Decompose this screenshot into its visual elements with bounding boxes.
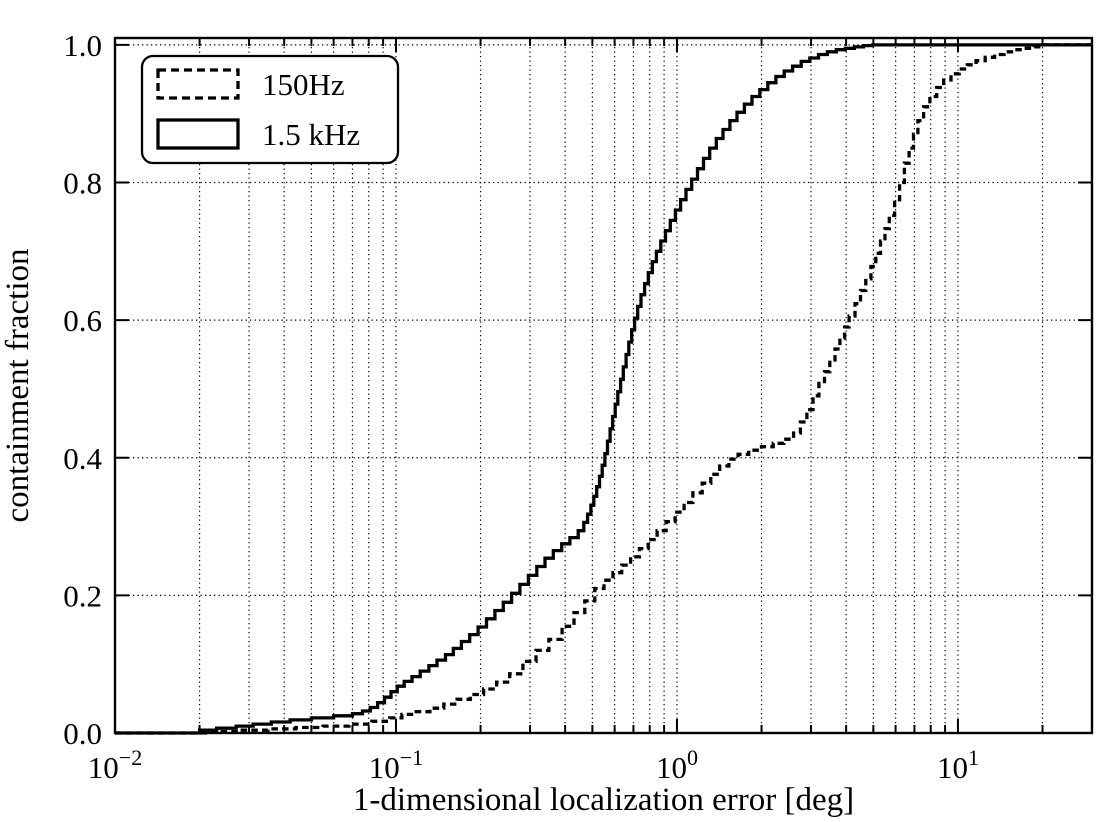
series-curve-150hz [115,43,1092,735]
x-tick-label: 101 [937,745,979,785]
axis-ticks [114,38,1093,734]
legend-patch-1-5-khz [156,118,240,150]
legend-label: 1.5 kHz [262,117,360,152]
x-axis-label: 1-dimensional localization error [deg] [353,782,854,818]
legend: 150Hz 1.5 kHz [140,54,400,165]
x-tick-label: 100 [656,745,698,785]
x-tick-label: 10−2 [88,745,142,785]
y-tick-label: 0.8 [63,166,102,201]
y-axis-label: containment fraction [0,249,36,523]
y-tick-label: 0.4 [63,441,102,476]
legend-label: 150Hz [262,67,345,102]
gridlines [115,38,1092,733]
legend-patch-150hz [156,68,240,100]
y-tick-label: 0.6 [63,303,102,338]
y-tick-labels: 0.0 0.2 0.4 0.6 0.8 1.0 [63,28,102,751]
series-curve-1-5-khz [115,43,1092,735]
x-tick-labels: 10−2 10−1 100 101 [88,745,979,785]
y-tick-label: 1.0 [63,28,102,63]
plot-frame [113,36,1094,735]
y-tick-label: 0.2 [63,578,102,613]
y-tick-label: 0.0 [63,716,102,751]
x-tick-label: 10−1 [369,745,423,785]
